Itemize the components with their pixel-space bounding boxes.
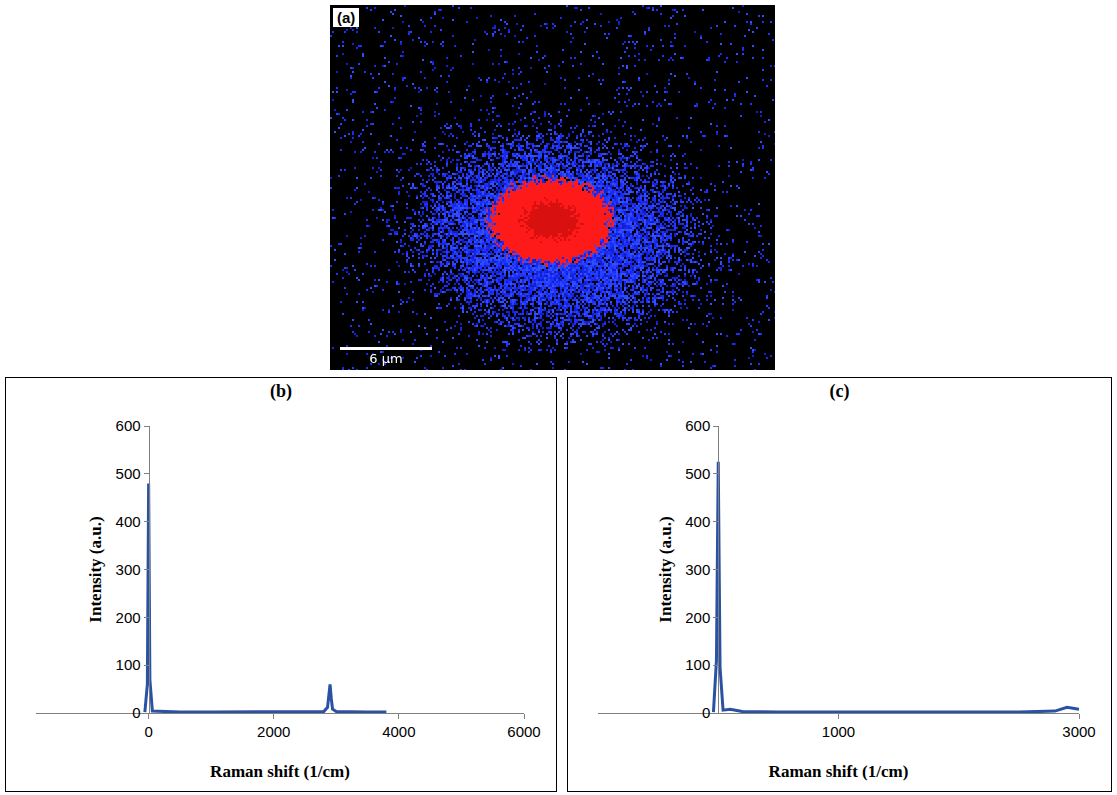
svg-text:6000: 6000 xyxy=(507,723,540,740)
svg-text:(b): (b) xyxy=(270,381,292,402)
svg-text:600: 600 xyxy=(685,417,710,434)
svg-text:0: 0 xyxy=(702,704,710,721)
svg-text:100: 100 xyxy=(116,656,141,673)
svg-text:Raman shift (1/cm): Raman shift (1/cm) xyxy=(769,762,909,781)
svg-text:300: 300 xyxy=(116,561,141,578)
svg-text:300: 300 xyxy=(685,561,710,578)
svg-text:400: 400 xyxy=(116,513,141,530)
svg-text:Raman shift (1/cm): Raman shift (1/cm) xyxy=(210,762,350,781)
svg-text:0: 0 xyxy=(144,723,152,740)
svg-text:1000: 1000 xyxy=(822,723,855,740)
svg-text:4000: 4000 xyxy=(382,723,415,740)
svg-text:0: 0 xyxy=(132,704,140,721)
html-text:6 µm: 6 µm xyxy=(369,351,403,366)
svg-text:(c): (c) xyxy=(830,381,850,402)
svg-text:200: 200 xyxy=(685,609,710,626)
svg-text:200: 200 xyxy=(116,609,141,626)
svg-text:500: 500 xyxy=(116,465,141,482)
svg-text:400: 400 xyxy=(685,513,710,530)
svg-text:100: 100 xyxy=(685,656,710,673)
svg-text:500: 500 xyxy=(685,465,710,482)
svg-text:2000: 2000 xyxy=(257,723,290,740)
svg-text:600: 600 xyxy=(116,417,141,434)
svg-text:Intensity (a.u.): Intensity (a.u.) xyxy=(86,516,105,622)
html-text:(a): (a) xyxy=(337,9,356,26)
svg-text:Intensity (a.u.): Intensity (a.u.) xyxy=(656,516,675,622)
svg-text:3000: 3000 xyxy=(1062,723,1095,740)
